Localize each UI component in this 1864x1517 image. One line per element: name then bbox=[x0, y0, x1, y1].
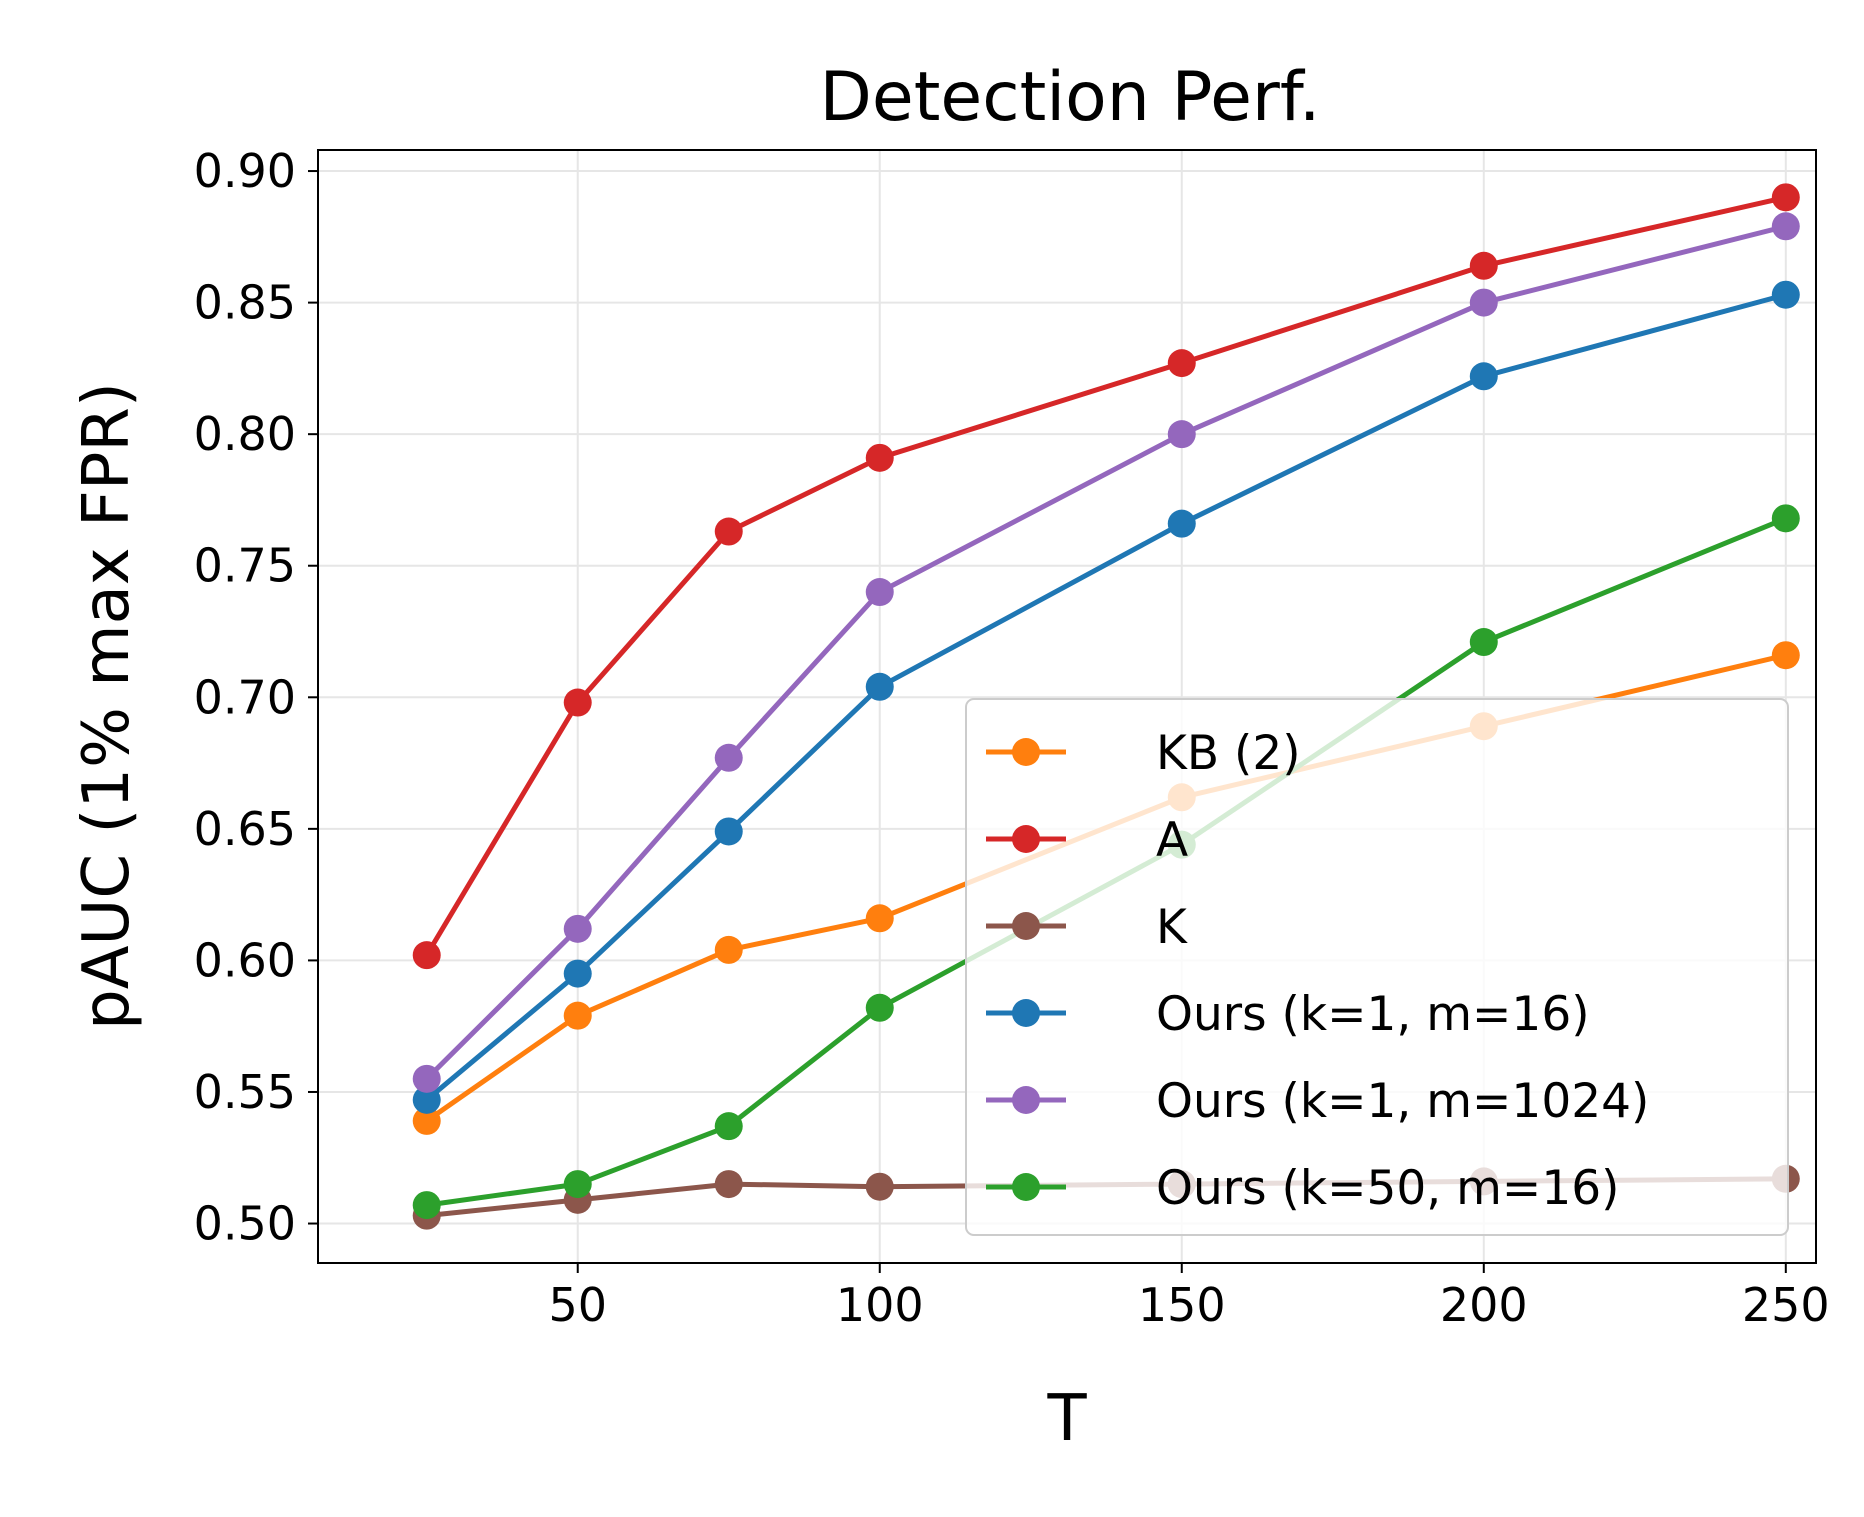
x-tick-label: 150 bbox=[1138, 1278, 1226, 1332]
legend-marker bbox=[1012, 999, 1040, 1027]
legend-item: A bbox=[986, 813, 1188, 868]
data-point bbox=[865, 1172, 894, 1201]
data-point bbox=[412, 941, 441, 970]
x-tick-label: 250 bbox=[1742, 1278, 1830, 1332]
axes: 50 100 150 200 250 0.50 0.55 0.60 0.65 0.70 0.75 0.… bbox=[194, 144, 1830, 1332]
data-point bbox=[1469, 251, 1498, 280]
y-tick-label: 0.85 bbox=[194, 276, 296, 330]
legend-item: KB (2) bbox=[986, 726, 1301, 781]
data-point bbox=[714, 743, 743, 772]
data-point bbox=[865, 578, 894, 607]
y-tick-label: 0.70 bbox=[194, 670, 296, 724]
data-point bbox=[1771, 183, 1800, 212]
legend-label: K bbox=[1156, 900, 1188, 955]
plot-frame bbox=[317, 149, 1817, 1264]
legend-marker bbox=[1012, 1086, 1040, 1114]
data-point bbox=[1469, 628, 1498, 657]
data-point bbox=[714, 517, 743, 546]
data-point bbox=[1771, 212, 1800, 241]
y-axis-label: pAUC (1% max FPR) bbox=[70, 382, 144, 1030]
data-point bbox=[412, 1106, 441, 1135]
y-tick-label: 0.80 bbox=[194, 407, 296, 461]
y-tick-label: 0.65 bbox=[194, 802, 296, 856]
legend-label: KB (2) bbox=[1156, 726, 1301, 781]
data-point bbox=[714, 1112, 743, 1141]
legend-item: Ours (k=1, m=1024) bbox=[986, 1074, 1649, 1129]
data-point bbox=[1771, 280, 1800, 309]
series-3 bbox=[412, 280, 1800, 1114]
data-point bbox=[1469, 362, 1498, 391]
legend-label: A bbox=[1156, 813, 1188, 868]
x-tick-label: 50 bbox=[548, 1278, 607, 1332]
y-tick-label: 0.75 bbox=[194, 539, 296, 593]
data-point bbox=[412, 1191, 441, 1220]
legend-item: K bbox=[986, 900, 1188, 955]
legend-box bbox=[965, 698, 1789, 1236]
series-1 bbox=[412, 183, 1800, 970]
chart-title: Detection Perf. bbox=[820, 58, 1321, 137]
data-point bbox=[563, 959, 592, 988]
legend-item: Ours (k=1, m=16) bbox=[986, 987, 1590, 1042]
data-point bbox=[865, 904, 894, 933]
x-axis-label: T bbox=[1046, 1382, 1087, 1456]
data-point bbox=[563, 688, 592, 717]
data-point bbox=[865, 993, 894, 1022]
legend-marker bbox=[1012, 912, 1040, 940]
legend-marker bbox=[1012, 1173, 1040, 1201]
y-tick-label: 0.50 bbox=[194, 1197, 296, 1251]
legend-item: Ours (k=50, m=16) bbox=[986, 1161, 1619, 1216]
data-point bbox=[412, 1085, 441, 1114]
legend-marker bbox=[1012, 738, 1040, 766]
legend: KB (2) AK Ours (k=1, m=16) Ours (k=1, m=102… bbox=[965, 698, 1789, 1236]
data-point bbox=[865, 443, 894, 472]
legend-label: Ours (k=50, m=16) bbox=[1156, 1161, 1619, 1216]
data-point bbox=[1771, 504, 1800, 533]
data-point bbox=[1167, 420, 1196, 449]
legend-marker bbox=[1012, 825, 1040, 853]
series-layer bbox=[412, 183, 1800, 1230]
data-point bbox=[714, 817, 743, 846]
data-point bbox=[1167, 509, 1196, 538]
legend-label: Ours (k=1, m=1024) bbox=[1156, 1074, 1649, 1129]
series-4 bbox=[412, 212, 1800, 1093]
y-tick-label: 0.90 bbox=[194, 144, 296, 198]
data-point bbox=[563, 1170, 592, 1199]
data-point bbox=[563, 914, 592, 943]
data-point bbox=[865, 672, 894, 701]
data-point bbox=[412, 1064, 441, 1093]
legend-label: Ours (k=1, m=16) bbox=[1156, 987, 1590, 1042]
data-point bbox=[563, 1001, 592, 1030]
x-tick-label: 100 bbox=[836, 1278, 924, 1332]
data-point bbox=[1167, 349, 1196, 378]
y-tick-label: 0.55 bbox=[194, 1065, 296, 1119]
y-tick-label: 0.60 bbox=[194, 933, 296, 987]
data-point bbox=[714, 1170, 743, 1199]
data-point bbox=[1771, 641, 1800, 670]
data-point bbox=[714, 935, 743, 964]
x-tick-label: 200 bbox=[1440, 1278, 1528, 1332]
data-point bbox=[1469, 288, 1498, 317]
